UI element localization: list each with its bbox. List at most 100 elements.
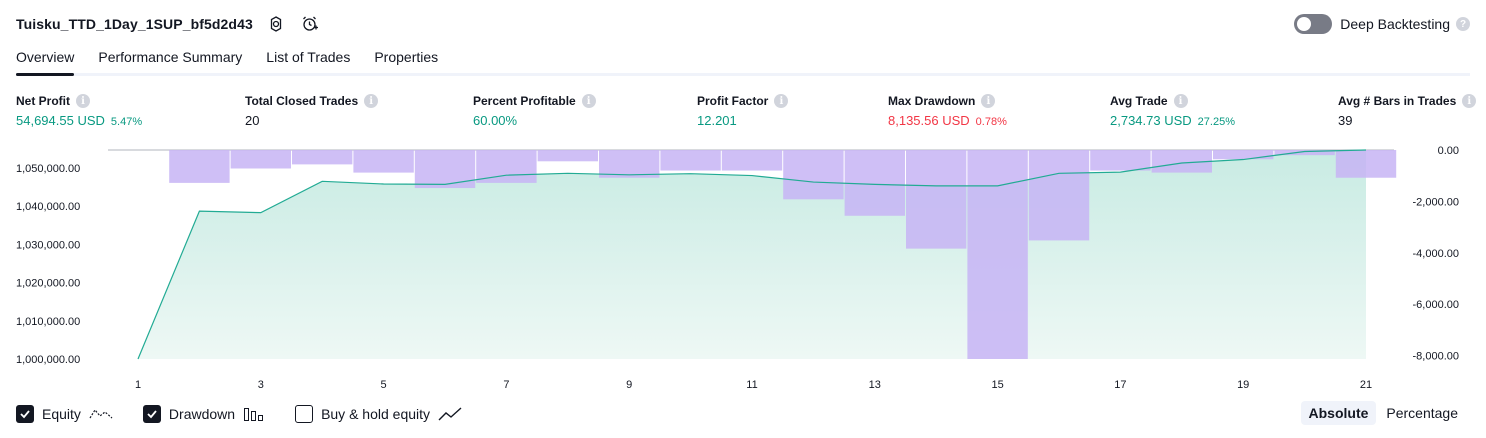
drawdown-bar: [476, 150, 537, 183]
stat-percent: 0.78%: [975, 116, 1007, 128]
stat-max-drawdown: Max Drawdown i 8,135.56 USD 0.78%: [888, 92, 1007, 128]
drawdown-bar: [967, 150, 1028, 359]
tab-properties[interactable]: Properties: [374, 49, 439, 65]
drawdown-bar: [353, 150, 414, 173]
stats-row: Net Profit i 54,694.55 USD 5.47% Total Clo…: [0, 92, 1486, 132]
right-axis-tick: -4,000.00: [1413, 248, 1459, 260]
drawdown-bar: [906, 150, 967, 249]
left-axis-tick: 1,040,000.00: [16, 201, 80, 213]
stat-percent: 5.47%: [110, 116, 143, 128]
x-axis-tick: 13: [869, 379, 881, 391]
absolute-button[interactable]: Absolute: [1300, 401, 1377, 425]
tab-overview[interactable]: Overview: [16, 44, 75, 76]
buy-hold-line-icon: [438, 406, 462, 422]
stat-title: Avg # Bars in Trades: [1338, 94, 1457, 108]
x-axis-tick: 19: [1237, 379, 1249, 391]
gear-icon[interactable]: [265, 13, 287, 35]
stat-value: 39: [1338, 113, 1353, 128]
x-axis-tick: 21: [1360, 379, 1372, 391]
checkbox-checked-icon[interactable]: [142, 405, 161, 423]
left-axis-tick: 1,000,000.00: [16, 354, 80, 366]
mode-switch: Absolute Percentage: [1299, 401, 1467, 425]
help-icon[interactable]: ?: [1456, 17, 1470, 31]
info-icon[interactable]: i: [581, 94, 596, 108]
stat-value: 8,135.56 USD: [888, 113, 970, 128]
info-icon[interactable]: i: [774, 94, 789, 108]
tab-list-of-trades[interactable]: List of Trades: [266, 49, 351, 65]
drawdown-bar: [1028, 150, 1090, 241]
info-icon[interactable]: i: [1173, 94, 1188, 108]
drawdown-bar: [660, 150, 721, 171]
x-axis-tick: 11: [746, 379, 757, 391]
info-icon[interactable]: i: [364, 94, 379, 108]
x-axis-tick: 7: [503, 379, 509, 391]
stat-title: Profit Factor: [697, 94, 769, 108]
drawdown-bar: [844, 150, 905, 216]
left-axis-tick: 1,050,000.00: [16, 163, 80, 175]
drawdown-bar: [1151, 150, 1212, 173]
deep-backtesting-label: Deep Backtesting: [1340, 16, 1450, 32]
chart-legend: Equity Drawdown Buy & hold equity: [16, 403, 492, 425]
toggle-knob: [1297, 17, 1312, 31]
stat-avg-bars-in-trades: Avg # Bars in Trades i 39: [1338, 92, 1477, 128]
deep-backtesting-toggle[interactable]: [1294, 14, 1333, 34]
drawdown-bar: [292, 150, 353, 165]
drawdown-bar: [169, 150, 230, 183]
equity-line-icon: [89, 406, 113, 422]
stat-value: 20: [245, 113, 260, 128]
drawdown-bar: [414, 150, 476, 189]
equity-line: [137, 149, 1367, 360]
stat-avg-trade: Avg Trade i 2,734.73 USD 27.25%: [1110, 92, 1235, 128]
legend-label: Drawdown: [168, 406, 236, 422]
drawdown-bars-icon: [243, 406, 265, 422]
x-axis-tick: 3: [258, 379, 264, 391]
x-axis-tick: 5: [381, 379, 387, 391]
stat-title: Max Drawdown: [888, 94, 976, 108]
x-axis-tick: 1: [135, 379, 141, 391]
legend-label: Buy & hold equity: [321, 406, 431, 422]
stat-title: Total Closed Trades: [245, 94, 359, 108]
stat-value: 2,734.73 USD: [1110, 113, 1192, 128]
deep-backtesting: Deep Backtesting ?: [1294, 12, 1470, 36]
drawdown-bar: [537, 150, 598, 162]
stat-total-closed-trades: Total Closed Trades i 20: [245, 92, 379, 128]
legend-buy-hold-equity[interactable]: Buy & hold equity: [295, 405, 462, 423]
right-axis-tick: -8,000.00: [1413, 351, 1459, 363]
info-icon[interactable]: i: [1462, 94, 1477, 108]
legend-label: Equity: [42, 406, 81, 422]
checkbox-unchecked-icon[interactable]: [295, 405, 314, 423]
x-axis-tick: 17: [1114, 379, 1126, 391]
drawdown-bar: [599, 150, 660, 178]
stat-title: Percent Profitable: [473, 94, 576, 108]
checkbox-checked-icon[interactable]: [16, 405, 34, 423]
info-icon[interactable]: i: [981, 94, 996, 108]
drawdown-bar: [1335, 150, 1397, 178]
percentage-button[interactable]: Percentage: [1386, 405, 1458, 421]
stat-title: Net Profit: [16, 94, 70, 108]
tab-bar: Overview Performance Summary List of Tra…: [16, 44, 1470, 76]
stat-net-profit: Net Profit i 54,694.55 USD 5.47%: [16, 92, 142, 128]
add-alert-icon[interactable]: [299, 13, 321, 35]
drawdown-bar: [721, 150, 783, 171]
legend-equity[interactable]: Equity: [16, 405, 113, 423]
left-axis-tick: 1,030,000.00: [16, 239, 80, 251]
strategy-header: Tuisku_TTD_1Day_1SUP_bf5d2d43: [16, 12, 321, 36]
left-axis-tick: 1,020,000.00: [16, 278, 80, 290]
right-axis-tick: -2,000.00: [1413, 196, 1459, 208]
stat-value: 54,694.55 USD: [16, 113, 105, 128]
stat-profit-factor: Profit Factor i 12.201: [697, 92, 789, 128]
tab-performance-summary[interactable]: Performance Summary: [98, 49, 243, 65]
stat-title: Avg Trade: [1110, 94, 1168, 108]
right-axis-tick: -6,000.00: [1413, 299, 1459, 311]
stat-value: 12.201: [697, 113, 737, 128]
info-icon[interactable]: i: [76, 94, 90, 108]
drawdown-bar: [230, 150, 291, 169]
equity-chart[interactable]: 1,000,000.00 1,010,000.00 1,020,000.00 1,03…: [0, 140, 1486, 398]
right-axis-tick: 0.00: [1438, 145, 1459, 157]
drawdown-bar: [1274, 150, 1335, 156]
legend-drawdown[interactable]: Drawdown: [142, 405, 265, 423]
stat-percent: 27.25%: [1197, 116, 1235, 128]
x-axis-tick: 15: [991, 379, 1003, 391]
stat-value: 60.00%: [473, 113, 518, 128]
drawdown-bar: [783, 150, 844, 200]
